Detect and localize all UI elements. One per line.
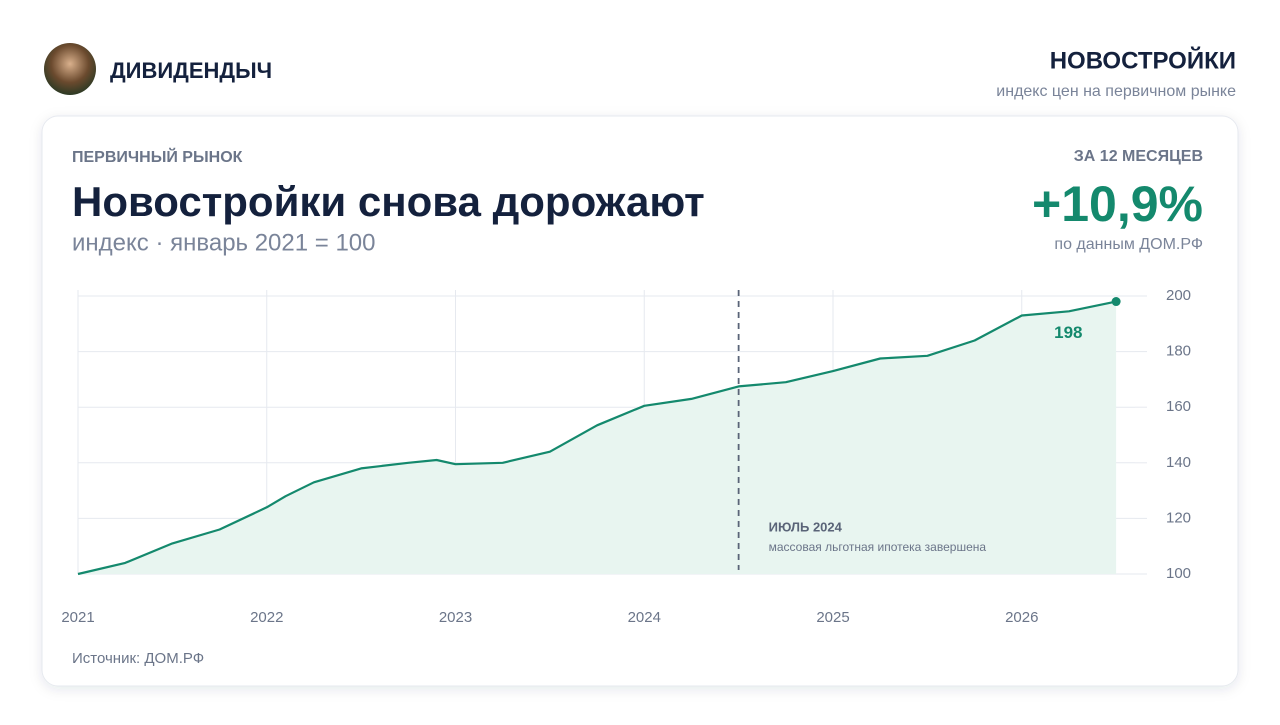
y-tick-label: 100 xyxy=(1166,565,1191,582)
chart-title: Новостройки снова дорожают xyxy=(72,178,705,225)
chart-subtitle: индекс · январь 2021 = 100 xyxy=(72,229,376,256)
annotation-title: ИЮЛЬ 2024 xyxy=(769,519,843,534)
plot: 100 120 140 160 180 200 2021 2022 2023 2024 2025 20… xyxy=(61,287,1191,626)
brand: ДИВИДЕНДЫЧ xyxy=(110,58,272,83)
x-tick-label: 2023 xyxy=(439,609,472,626)
change: +10,9% xyxy=(1032,176,1203,232)
y-tick-label: 200 xyxy=(1166,287,1191,304)
eyebrow: ПЕРВИЧНЫЙ РЫНОК xyxy=(72,147,243,166)
line xyxy=(77,300,1117,576)
section: НОВОСТРОЙКИ xyxy=(1050,46,1236,74)
section-subtitle: индекс цен на первичном рынке xyxy=(996,83,1236,100)
end-point xyxy=(1111,297,1121,307)
y-tick-label: 140 xyxy=(1166,454,1191,471)
x-tick-label: 2021 xyxy=(61,609,94,626)
y-tick-label: 160 xyxy=(1166,398,1191,415)
x-tick-label: 2026 xyxy=(1005,609,1038,626)
change-source: по данным ДОМ.РФ xyxy=(1054,236,1203,253)
annotation-text: массовая льготная ипотека завершена xyxy=(769,540,987,554)
y-tick-label: 180 xyxy=(1166,343,1191,360)
x-tick-label: 2022 xyxy=(250,609,283,626)
source: Источник: ДОМ.РФ xyxy=(72,650,204,667)
avatar xyxy=(44,43,96,95)
data-label: 198 xyxy=(1054,323,1082,342)
x-tick-label: 2024 xyxy=(628,609,661,626)
x-tick-label: 2025 xyxy=(816,609,849,626)
period: ЗА 12 МЕСЯЦЕВ xyxy=(1074,148,1203,165)
area xyxy=(78,301,1117,574)
y-tick-label: 120 xyxy=(1166,509,1191,526)
